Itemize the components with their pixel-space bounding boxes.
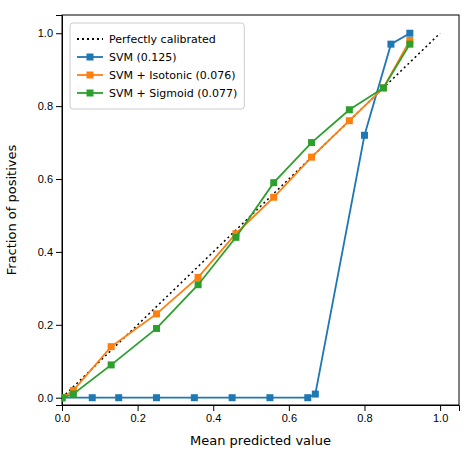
- tick: 1.0: [38, 27, 62, 39]
- legend: Perfectly calibrated SVM (0.125) SVM + Iso…: [70, 23, 244, 109]
- point: [62, 394, 66, 401]
- point: [380, 84, 387, 91]
- tick-mark: [56, 106, 62, 107]
- tick: 0.0: [55, 405, 70, 424]
- tick-label: 0.2: [38, 319, 53, 331]
- legend-marker: [87, 90, 94, 97]
- point: [361, 132, 368, 139]
- point: [62, 394, 66, 401]
- tick-label: 0.6: [282, 412, 297, 424]
- legend-box: [70, 23, 244, 109]
- tick-label: 0.4: [206, 412, 221, 424]
- tick: 0.0: [38, 392, 62, 404]
- point: [346, 106, 353, 113]
- point: [108, 361, 115, 368]
- tick: 0.2: [130, 405, 145, 424]
- point: [153, 310, 160, 317]
- tick: 0.6: [38, 173, 62, 185]
- point: [191, 394, 198, 401]
- tick: 1.0: [433, 405, 448, 424]
- legend-item: SVM (0.125): [77, 51, 177, 64]
- point: [270, 179, 277, 186]
- series-line: [62, 33, 410, 397]
- point: [270, 194, 277, 201]
- tick-label: 0.0: [55, 412, 70, 424]
- point: [89, 394, 96, 401]
- point: [115, 394, 122, 401]
- x-axis-line: [63, 406, 460, 412]
- tick-label: 0.4: [38, 246, 53, 258]
- legend-swatch: [77, 38, 103, 40]
- plot: 0.0 0.2 0.4 0.6 0.8 1.0 0.0 0.2 0.4 0.6 0.8 1.0 Perf…: [38, 15, 460, 424]
- legend-marker: [87, 54, 94, 61]
- x-axis-title: Mean predicted value: [190, 433, 331, 448]
- legend-label: SVM (0.125): [109, 51, 177, 64]
- y-axis: 0.0 0.2 0.4 0.6 0.8 1.0: [38, 16, 63, 406]
- legend-marker: [87, 72, 94, 79]
- tick-mark: [56, 252, 62, 253]
- legend-item: SVM + Isotonic (0.076): [77, 69, 236, 82]
- tick: 0.8: [357, 405, 372, 424]
- legend-label: SVM + Sigmoid (0.077): [109, 87, 237, 100]
- tick-mark: [138, 405, 139, 411]
- tick-mark: [364, 405, 365, 411]
- series-line: [62, 44, 410, 398]
- point: [406, 30, 413, 37]
- series: [62, 33, 440, 397]
- tick-label: 0.8: [38, 100, 53, 112]
- point: [308, 139, 315, 146]
- point: [406, 41, 413, 48]
- tick-label: 1.0: [38, 27, 53, 39]
- x-axis: 0.0 0.2 0.4 0.6 0.8 1.0: [55, 405, 460, 424]
- point: [195, 281, 202, 288]
- point: [62, 394, 66, 401]
- point: [153, 394, 160, 401]
- tick-mark: [56, 179, 62, 180]
- tick: 0.4: [206, 405, 221, 424]
- tick-label: 0.8: [357, 412, 372, 424]
- tick-mark: [440, 405, 441, 411]
- point: [308, 154, 315, 161]
- tick-mark: [289, 405, 290, 411]
- series-line: [62, 33, 440, 397]
- point: [229, 394, 236, 401]
- y-axis-title: Fraction of positives: [4, 145, 19, 276]
- tick-label: 0.2: [130, 412, 145, 424]
- point: [108, 343, 115, 350]
- point: [346, 117, 353, 124]
- point: [312, 391, 319, 398]
- tick: 0.4: [38, 246, 62, 258]
- tick: 0.2: [38, 319, 62, 331]
- legend-label: Perfectly calibrated: [109, 33, 216, 46]
- point: [70, 391, 77, 398]
- tick-label: 1.0: [433, 412, 448, 424]
- tick-mark: [56, 398, 62, 399]
- point: [380, 84, 387, 91]
- tick-label: 0.6: [38, 173, 53, 185]
- legend-label: SVM + Isotonic (0.076): [109, 69, 236, 82]
- series-line: [62, 41, 410, 398]
- plot-frame: [62, 15, 459, 405]
- tick-mark: [213, 405, 214, 411]
- point: [195, 274, 202, 281]
- tick-mark: [56, 325, 62, 326]
- point: [153, 325, 160, 332]
- point: [266, 394, 273, 401]
- tick: 0.6: [282, 405, 297, 424]
- tick-label: 0.0: [38, 392, 53, 404]
- chart: 0.0 0.2 0.4 0.6 0.8 1.0 0.0 0.2 0.4 0.6 0.8 1.0 Perf…: [0, 0, 474, 455]
- legend-item: SVM + Sigmoid (0.077): [77, 87, 237, 100]
- tick: 0.8: [38, 100, 62, 112]
- legend-item: Perfectly calibrated: [77, 33, 216, 46]
- point: [232, 234, 239, 241]
- tick-mark: [56, 33, 62, 34]
- point: [304, 394, 311, 401]
- point: [387, 41, 394, 48]
